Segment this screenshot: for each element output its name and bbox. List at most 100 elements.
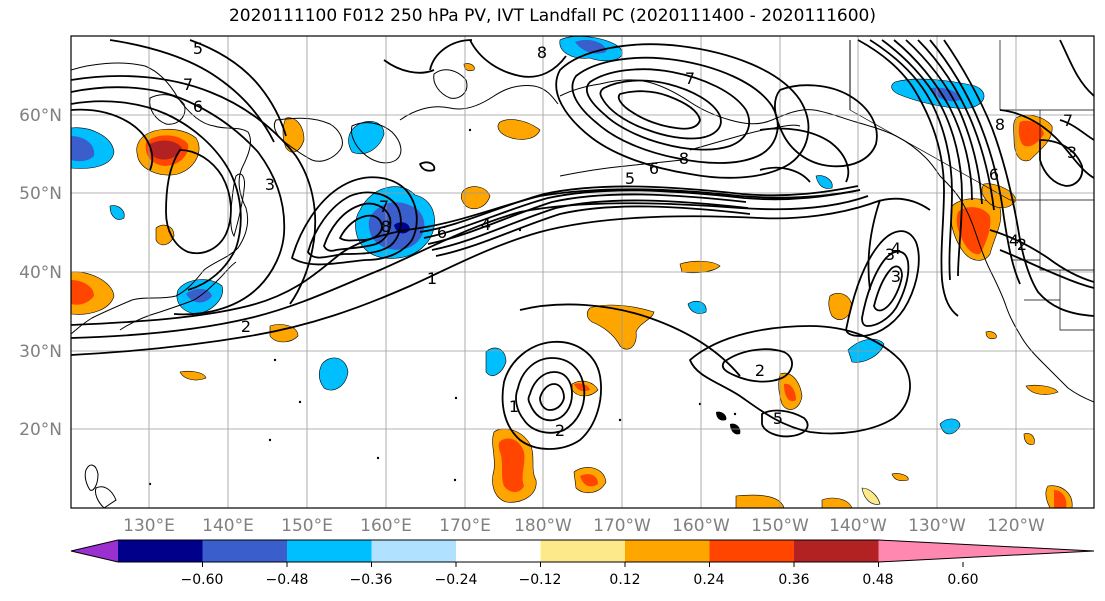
colorbar-tick-label: −0.24 [435,572,478,588]
longitude-labels: 130°E 140°E 150°E 160°E 170°E 180°W 170°… [123,516,1045,536]
positive-anomaly-patch [861,487,881,505]
longitude-label: 130°W [908,516,966,536]
positive-anomaly-patch [985,331,997,340]
negative-anomaly-patch [71,136,95,162]
contour-label: 1 [427,269,437,288]
colorbar-swatch [625,540,710,562]
latitude-label: 50°N [19,184,62,204]
colorbar-tick-label: −0.12 [519,572,562,588]
contour-label: 4 [481,215,491,234]
contour-label: 2 [241,317,251,336]
island-dot [468,128,472,132]
pv-contour [71,75,317,305]
pv-contour [71,188,861,326]
pv-contour [857,39,959,317]
colorbar-tick-label: −0.60 [181,572,224,588]
pv-contour [519,303,741,377]
longitude-label: 150°W [751,516,809,536]
pv-contour [515,357,586,434]
longitude-label: 140°W [829,516,887,536]
colorbar-swatches [70,539,1095,563]
contour-label: 6 [193,97,203,116]
colorbar-swatch [118,540,203,562]
contour-label: 8 [537,43,547,62]
colorbar-swatch [371,540,457,562]
contour-label: 5 [773,409,783,428]
positive-anomaly-patch [149,140,182,160]
pv-contour [759,127,850,183]
pv-contour [109,39,275,143]
positive-anomaly-patch [586,304,655,350]
philippines-coastline [95,486,117,508]
island-dot [618,418,622,422]
contour-label: 8 [381,217,391,236]
pv-contour [419,185,859,233]
negative-anomaly-patch [939,418,961,435]
contour-label: 3 [885,245,895,264]
latitude-label: 20°N [19,420,62,440]
pv-contour [429,39,473,71]
longitude-label: 170°E [439,516,491,536]
island-dot [298,400,302,404]
pv-contour [689,325,911,435]
colorbar-swatch [794,540,879,562]
contour-label: 7 [379,197,389,216]
contour-label: 8 [995,115,1005,134]
colorbar-outline [70,539,1095,563]
island-dot [268,438,272,442]
positive-anomaly-patch [1025,384,1059,395]
contour-label: 7 [685,69,695,88]
positive-anomaly-patch [497,119,541,140]
sakhalin-coastline [230,173,245,238]
contour-label: 2 [555,421,565,440]
pv-contour [599,79,722,140]
colorbar-swatch [287,540,372,562]
pv-contour [1059,119,1094,141]
negative-anomaly-patch [348,121,385,154]
contour-label: 5 [625,169,635,188]
pv-contour [71,86,286,316]
pv-contour [71,108,154,171]
pv-contour [774,84,878,168]
latitude-labels: 60°N 50°N 40°N 30°N 20°N [19,106,62,440]
pv-contour [427,193,747,245]
japan-coastline [119,261,237,331]
positive-anomaly-patch [891,473,909,482]
negative-anomaly-patch [186,288,212,303]
pv-contour [989,229,1094,283]
pv-contour [873,265,903,312]
longitude-label: 170°W [593,516,651,536]
negative-anomaly-patch [485,347,507,376]
longitude-label: 120°W [987,516,1045,536]
positive-anomaly-patch [179,370,207,381]
colorbar-tick-labels: −0.60 −0.48 −0.36 −0.24 −0.12 0.12 0.24 … [181,572,979,588]
positive-anomaly-patch [735,494,785,508]
north-america-coastline [939,175,1094,403]
contour-label: 6 [437,223,447,242]
pv-contour [431,199,749,251]
longitude-label: 180°W [514,516,572,536]
pv-contour [323,202,392,252]
province-border [849,109,1011,201]
contour-label: 3 [265,175,275,194]
shaded-anomaly-fields [71,36,1073,508]
pv-contour [917,39,995,211]
pv-contour [585,68,751,151]
island-dot [453,478,457,482]
island-dot [376,456,380,460]
state-border [1039,200,1094,271]
positive-anomaly-patch [574,383,590,392]
contour-label: 6 [989,165,999,184]
pv-contour [71,100,242,291]
latitude-label: 40°N [19,263,62,283]
state-border [1059,270,1094,331]
colorbar-ticks [202,562,964,567]
positive-anomaly-patch [956,207,991,255]
pv-contour [165,149,232,255]
alaska-interior-coastline [433,69,468,99]
taiwan-coastline [84,464,99,491]
pv-contour [469,39,567,78]
pv-contour [539,383,565,411]
island-dot [273,358,277,362]
